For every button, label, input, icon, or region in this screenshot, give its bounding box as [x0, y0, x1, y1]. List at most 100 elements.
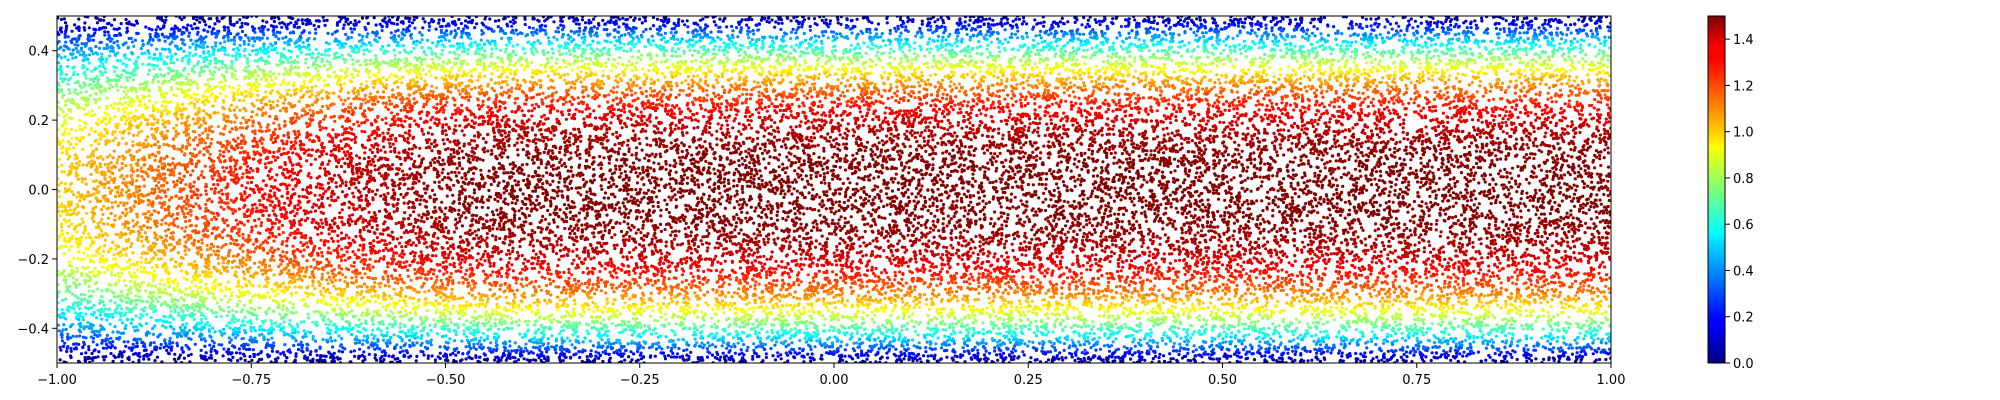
scatter-point: [1406, 345, 1410, 349]
scatter-point: [1166, 199, 1170, 203]
scatter-point: [255, 314, 259, 318]
scatter-point: [734, 167, 738, 171]
scatter-point: [1145, 341, 1149, 345]
scatter-point: [646, 281, 650, 285]
scatter-point: [78, 199, 82, 203]
scatter-point: [1489, 328, 1494, 332]
scatter-point: [337, 149, 341, 153]
scatter-point: [1198, 134, 1202, 138]
scatter-point: [1185, 24, 1189, 28]
scatter-point: [150, 266, 154, 270]
scatter-point: [204, 351, 208, 355]
scatter-point: [1004, 158, 1008, 162]
scatter-point: [1209, 295, 1213, 299]
scatter-point: [832, 212, 837, 216]
scatter-point: [226, 192, 230, 196]
scatter-point: [1226, 250, 1230, 254]
scatter-point: [1306, 359, 1310, 363]
scatter-point: [577, 33, 581, 37]
scatter-point: [1430, 74, 1434, 78]
scatter-point: [479, 38, 483, 42]
scatter-point: [259, 221, 264, 225]
scatter-point: [752, 174, 756, 178]
scatter-point: [453, 339, 457, 343]
scatter-point: [102, 18, 106, 22]
scatter-point: [1343, 135, 1347, 139]
scatter-point: [912, 217, 917, 221]
scatter-point: [576, 334, 580, 339]
scatter-point: [1299, 158, 1303, 162]
scatter-point: [1510, 275, 1514, 279]
scatter-point: [1111, 109, 1115, 113]
scatter-point: [198, 298, 202, 302]
scatter-point: [977, 291, 981, 295]
scatter-point: [441, 260, 445, 265]
scatter-point: [918, 134, 923, 138]
scatter-point: [497, 161, 501, 166]
scatter-point: [131, 360, 135, 363]
scatter-point: [742, 343, 746, 347]
scatter-point: [1133, 18, 1137, 22]
scatter-point: [1537, 26, 1541, 30]
scatter-point: [1566, 16, 1571, 19]
scatter-point: [149, 144, 153, 148]
scatter-point: [203, 344, 207, 348]
scatter-point: [1148, 339, 1152, 343]
scatter-point: [1471, 245, 1475, 249]
scatter-point: [973, 179, 978, 183]
scatter-point: [120, 73, 124, 77]
scatter-point: [1274, 16, 1278, 20]
scatter-point: [1374, 222, 1378, 226]
scatter-point: [303, 212, 307, 216]
scatter-point: [1011, 143, 1015, 147]
scatter-point: [241, 232, 245, 236]
scatter-point: [1515, 277, 1519, 282]
scatter-point: [1270, 26, 1274, 30]
scatter-point: [234, 196, 239, 201]
scatter-point: [1213, 235, 1217, 239]
scatter-point: [508, 162, 512, 166]
scatter-point: [1452, 99, 1456, 103]
scatter-point: [1582, 284, 1586, 288]
scatter-point: [649, 86, 653, 90]
scatter-point: [350, 138, 354, 142]
scatter-point: [487, 198, 491, 202]
scatter-point: [386, 261, 390, 265]
scatter-point: [1598, 48, 1602, 52]
scatter-point: [226, 300, 230, 304]
scatter-point: [109, 160, 113, 165]
scatter-point: [699, 239, 703, 243]
scatter-point: [1425, 132, 1429, 136]
scatter-point: [470, 80, 474, 84]
scatter-point: [943, 88, 947, 92]
scatter-point: [279, 83, 283, 87]
scatter-point: [805, 96, 809, 100]
scatter-point: [707, 242, 711, 246]
scatter-point: [232, 170, 236, 174]
scatter-point: [612, 86, 616, 90]
scatter-point: [1235, 195, 1239, 199]
scatter-point: [686, 30, 690, 34]
scatter-point: [1314, 271, 1318, 275]
scatter-point: [953, 103, 957, 107]
scatter-point: [667, 182, 672, 186]
scatter-point: [277, 37, 281, 41]
scatter-point: [716, 75, 720, 79]
scatter-point: [1220, 263, 1225, 267]
scatter-point: [320, 53, 324, 57]
scatter-point: [718, 45, 722, 49]
scatter-point: [600, 208, 604, 212]
scatter-point: [1415, 79, 1419, 83]
scatter-point: [319, 289, 323, 294]
scatter-point: [1524, 153, 1528, 157]
scatter-point: [763, 322, 768, 326]
scatter-point: [119, 307, 124, 311]
scatter-point: [316, 227, 320, 231]
scatter-point: [813, 245, 818, 249]
scatter-point: [789, 19, 793, 23]
scatter-point: [154, 28, 158, 32]
scatter-point: [883, 44, 888, 48]
scatter-point: [1244, 114, 1248, 118]
scatter-point: [288, 174, 292, 178]
scatter-point: [166, 168, 170, 172]
